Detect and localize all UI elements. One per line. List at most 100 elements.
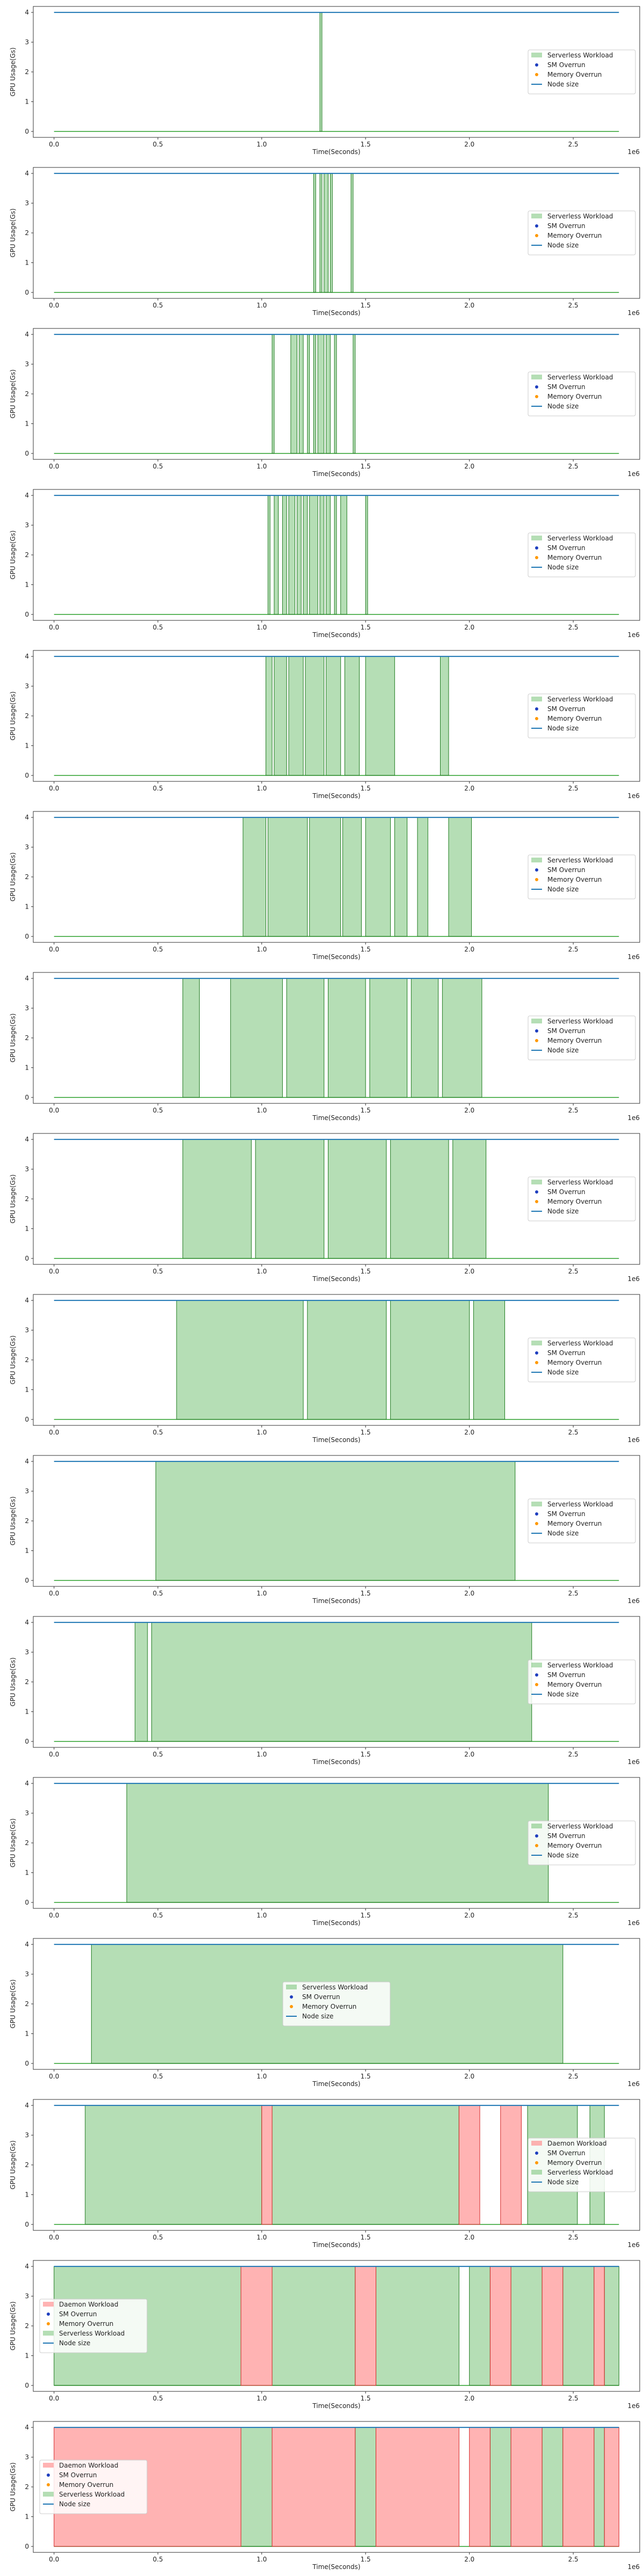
x-tick-label: 0.0 [49,2556,59,2563]
x-axis-label: Time(Seconds) [312,309,360,317]
workload-segment [303,495,308,615]
legend: Serverless Workload SM Overrun Memory Over… [528,49,636,94]
y-tick-label: 2 [25,2000,29,2008]
legend-marker-serverless [531,536,542,540]
workload-segment [309,817,341,937]
x-axis-label: Time(Seconds) [312,792,360,800]
y-tick-label: 4 [25,492,29,499]
y-axis-label: GPU Usage(Gs) [9,369,17,418]
legend: Serverless Workload SM Overrun Memory Over… [528,1176,636,1221]
x-tick-label: 0.0 [49,785,59,792]
workload-segment [307,334,310,454]
legend-entry: Daemon Workload [59,2462,118,2469]
legend: Serverless Workload SM Overrun Memory Over… [282,1981,391,2026]
y-axis-label: GPU Usage(Gs) [9,2462,17,2511]
legend-entry: Node size [547,2178,579,2186]
y-tick-label: 2 [25,1839,29,1847]
legend-box [528,49,636,94]
chart-panel-6: 0.0 0.5 1.0 1.5 2.0 2.5 0 1 2 3 4 Time(Seconds) GPU … [9,811,640,961]
workload-segment [355,2427,377,2547]
y-tick-label: 0 [25,128,29,135]
x-tick-label: 2.5 [568,141,579,148]
legend-marker-memory-overrun [535,1039,538,1042]
legend-entry: Memory Overrun [547,1359,602,1366]
legend: Serverless Workload SM Overrun Memory Over… [528,1337,636,1382]
workload-segment [594,2427,605,2547]
workload-segment [473,1300,505,1420]
workload-segment [458,2105,480,2225]
legend-entry: SM Overrun [59,2310,97,2318]
x-tick-label: 1.0 [257,1429,267,1436]
workload-segment [562,2266,595,2386]
x-tick-label: 0.5 [153,946,163,953]
x-tick-label: 1.0 [257,463,267,470]
y-tick-label: 0 [25,611,29,618]
chart-panel-14: 0.0 0.5 1.0 1.5 2.0 2.5 0 1 2 3 4 Time(Seconds) GPU … [9,2099,640,2249]
workload-segment [328,978,366,1098]
y-tick-label: 1 [25,2513,29,2520]
legend-box [528,371,636,416]
legend-entry: Node size [547,1208,579,1215]
y-tick-label: 2 [25,390,29,398]
workload-segment [298,334,304,454]
workload-segment [440,656,449,776]
legend-entry: Serverless Workload [547,1501,613,1508]
legend-marker-memory-overrun [535,1683,538,1686]
legend: Serverless Workload SM Overrun Memory Over… [528,210,636,255]
y-tick-label: 1 [25,1547,29,1554]
y-tick-label: 2 [25,1678,29,1686]
workload-segment [469,2427,491,2547]
x-axis-label: Time(Seconds) [312,1597,360,1605]
x-tick-label: 2.0 [464,785,474,792]
y-axis-label: GPU Usage(Gs) [9,1013,17,1062]
y-tick-label: 1 [25,98,29,105]
x-tick-label: 0.0 [49,1590,59,1597]
legend-box [528,2138,636,2192]
y-tick-label: 2 [25,1034,29,1042]
legend-marker-serverless [531,1019,542,1023]
workload-segment [334,495,337,615]
x-tick-label: 1.0 [257,1590,267,1597]
legend-entry: Serverless Workload [547,1340,613,1347]
legend-box [528,532,636,577]
y-tick-label: 0 [25,772,29,779]
workload-segment [541,2427,564,2547]
workload-segment [369,978,408,1098]
y-tick-label: 1 [25,1386,29,1393]
x-tick-label: 2.5 [568,2556,579,2563]
workload-segment [330,173,333,293]
x-tick-label: 0.0 [49,302,59,309]
y-axis-label: GPU Usage(Gs) [9,1174,17,1223]
legend-marker-sm-overrun [535,2151,538,2155]
legend-entry: Memory Overrun [547,393,602,400]
legend-entry: Serverless Workload [547,1018,613,1025]
x-tick-label: 2.0 [464,1751,474,1758]
workload-segment [313,334,316,454]
x-tick-label: 2.0 [464,2073,474,2080]
x-axis-label: Time(Seconds) [312,2402,360,2410]
y-tick-label: 3 [25,2132,29,2139]
legend-entry: Serverless Workload [547,696,613,703]
legend-entry: Memory Overrun [547,1198,602,1205]
x-tick-label: 0.0 [49,463,59,470]
legend-entry: Node size [547,1046,579,1054]
x-tick-label: 2.0 [464,1107,474,1114]
workload-segment [489,2427,511,2547]
y-tick-label: 0 [25,1899,29,1906]
x-offset-label: 1e6 [627,1919,640,1927]
legend-entry: SM Overrun [59,2471,97,2479]
y-tick-label: 2 [25,1517,29,1525]
legend-marker-memory-overrun [535,1522,538,1525]
y-tick-label: 1 [25,259,29,266]
y-tick-label: 0 [25,450,29,457]
legend: Daemon Workload SM Overrun Memory Overrun S… [39,2299,148,2353]
legend-entry: SM Overrun [547,1832,586,1840]
legend-entry: Memory Overrun [547,1842,602,1849]
workload-segment [340,495,347,615]
legend-marker-serverless [531,1663,542,1667]
y-tick-label: 4 [25,9,29,16]
chart-panel-13: 0.0 0.5 1.0 1.5 2.0 2.5 0 1 2 3 4 Time(Seconds) GPU … [9,1938,640,2088]
x-axis-label: Time(Seconds) [312,2241,360,2249]
y-tick-label: 3 [25,2293,29,2300]
y-tick-label: 4 [25,331,29,338]
